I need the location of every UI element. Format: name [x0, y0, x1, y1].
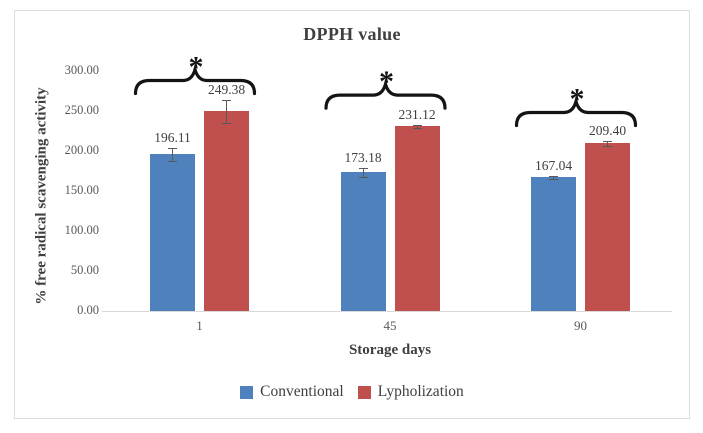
y-tick-label: 150.00: [64, 183, 99, 197]
y-tick-label: 50.00: [70, 263, 99, 277]
error-bar-cap: [358, 167, 368, 169]
error-bar-cap: [549, 178, 558, 180]
error-bar: [362, 167, 364, 178]
error-bar-cap: [549, 175, 558, 177]
error-bar: [553, 175, 554, 179]
error-bar: [226, 100, 227, 123]
chart-title: DPPH value: [303, 24, 401, 44]
y-tick-label: 0.00: [77, 303, 99, 317]
value-label: 173.18: [344, 149, 382, 165]
legend-label: Lypholization: [377, 383, 464, 400]
error-bar-cap: [603, 141, 612, 143]
error-bar-cap: [358, 177, 368, 179]
y-tick-label: 250.00: [64, 103, 99, 117]
legend-swatch-icon: [240, 385, 254, 399]
x-axis-title: Storage days: [348, 342, 432, 358]
legend-swatch-icon: [357, 385, 371, 399]
error-bar-cap: [603, 145, 612, 147]
value-label: 249.38: [207, 82, 246, 98]
bar-conventional-day45: [340, 172, 386, 311]
x-tick-label: 90: [574, 318, 587, 333]
y-tick-label: 200.00: [64, 143, 99, 157]
x-axis-line: [102, 311, 672, 312]
bar-lypholization-day45: [394, 126, 440, 311]
error-bar-cap: [412, 127, 422, 129]
legend: Conventional Lypholization: [15, 383, 689, 401]
value-label: 231.12: [398, 106, 436, 122]
y-tick-label: 300.00: [64, 63, 99, 77]
bar-conventional-day1: [150, 154, 195, 311]
value-label: 167.04: [534, 157, 573, 173]
error-bar-cap: [222, 122, 231, 124]
error-bar-cap: [222, 100, 231, 102]
legend-item-conventional: Conventional: [240, 383, 344, 401]
value-label: 209.40: [588, 123, 627, 139]
error-bar: [607, 141, 608, 146]
bar-lypholization-day1: [204, 111, 249, 311]
x-tick-label: 45: [383, 318, 397, 333]
error-bar-cap: [168, 160, 177, 162]
value-label: 196.11: [154, 129, 191, 145]
error-bar-cap: [412, 124, 422, 126]
error-bar-cap: [168, 147, 177, 149]
y-tick-label: 100.00: [64, 223, 99, 237]
legend-label: Conventional: [260, 383, 344, 400]
error-bar: [416, 124, 418, 128]
legend-item-lypholization: Lypholization: [357, 383, 464, 401]
bar-conventional-day90: [531, 177, 576, 311]
error-bar: [172, 147, 173, 161]
x-tick-label: 1: [196, 318, 203, 333]
chart-frame: DPPH value % free radical scavenging act…: [14, 10, 690, 419]
bar-lypholization-day90: [585, 143, 630, 311]
